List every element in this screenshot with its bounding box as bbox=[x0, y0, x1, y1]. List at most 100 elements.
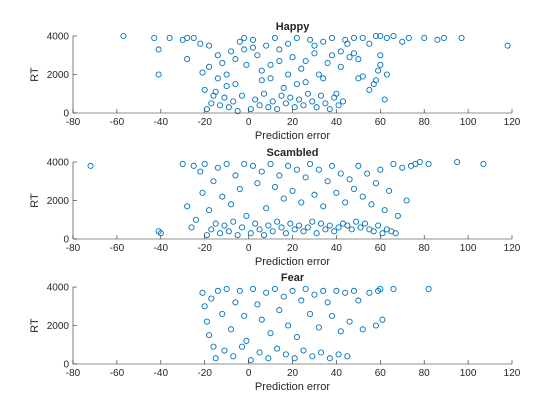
data-point bbox=[328, 34, 336, 41]
data-point bbox=[287, 220, 294, 227]
data-point bbox=[221, 94, 228, 101]
y-axis-label: RT bbox=[29, 67, 41, 82]
data-point bbox=[184, 56, 191, 63]
data-point bbox=[355, 56, 362, 63]
data-point bbox=[151, 34, 158, 41]
data-point bbox=[364, 170, 371, 177]
data-point bbox=[269, 228, 276, 235]
data-point bbox=[276, 57, 283, 65]
data-point bbox=[368, 201, 375, 208]
data-point bbox=[309, 353, 316, 360]
data-point bbox=[399, 38, 406, 45]
x-tick-label: 120 bbox=[504, 117, 521, 128]
data-point bbox=[353, 218, 360, 225]
data-point bbox=[219, 193, 226, 200]
data-point bbox=[258, 168, 265, 175]
data-point bbox=[265, 355, 272, 362]
data-point bbox=[302, 57, 309, 65]
x-tick-label: 100 bbox=[460, 117, 477, 128]
x-tick-label: 60 bbox=[375, 368, 387, 379]
x-axis-label: Prediction error bbox=[255, 256, 331, 268]
data-point bbox=[219, 59, 226, 67]
data-point bbox=[335, 351, 342, 358]
data-point bbox=[199, 289, 206, 296]
data-point bbox=[390, 285, 397, 292]
y-tick-label: 0 bbox=[63, 109, 69, 120]
data-point bbox=[425, 285, 432, 292]
data-point bbox=[210, 343, 217, 350]
x-tick-label: 120 bbox=[504, 368, 521, 379]
data-point bbox=[377, 32, 384, 40]
y-axis-label: RT bbox=[29, 318, 41, 333]
data-point bbox=[285, 162, 292, 169]
x-tick-label: 100 bbox=[460, 368, 477, 379]
data-point bbox=[221, 347, 228, 354]
panel-title: Scambled bbox=[267, 147, 319, 159]
data-point bbox=[184, 203, 191, 210]
data-point bbox=[370, 228, 377, 235]
data-point bbox=[263, 205, 270, 212]
data-point bbox=[298, 199, 305, 206]
x-axis-label: Prediction error bbox=[255, 381, 331, 393]
data-point bbox=[223, 160, 230, 167]
data-point bbox=[192, 216, 199, 223]
data-point bbox=[337, 63, 344, 70]
x-tick-label: -20 bbox=[197, 368, 212, 379]
y-axis-label: RT bbox=[29, 193, 41, 208]
data-point bbox=[337, 170, 344, 177]
data-point bbox=[328, 52, 336, 59]
data-point bbox=[238, 343, 246, 350]
data-point bbox=[197, 168, 204, 175]
data-point bbox=[320, 203, 327, 210]
data-point bbox=[454, 158, 461, 166]
data-point bbox=[421, 34, 428, 41]
data-point bbox=[212, 88, 219, 95]
data-point bbox=[300, 228, 307, 235]
data-point bbox=[434, 36, 441, 43]
data-point bbox=[344, 222, 351, 229]
data-point bbox=[309, 98, 316, 105]
data-point bbox=[337, 328, 344, 335]
x-tick-label: 20 bbox=[287, 243, 299, 254]
data-point bbox=[280, 293, 287, 300]
data-point bbox=[296, 96, 303, 103]
data-point bbox=[254, 301, 261, 308]
x-tick-label: -20 bbox=[197, 117, 212, 128]
data-point bbox=[361, 220, 368, 227]
data-point bbox=[256, 349, 263, 356]
data-point bbox=[282, 100, 289, 107]
data-point bbox=[337, 48, 344, 55]
data-point bbox=[289, 187, 296, 194]
data-point bbox=[219, 310, 226, 318]
data-point bbox=[425, 160, 432, 167]
data-point bbox=[375, 222, 382, 229]
data-point bbox=[403, 197, 410, 204]
data-point bbox=[232, 56, 239, 63]
data-point bbox=[372, 322, 379, 329]
data-point bbox=[236, 38, 243, 45]
data-point bbox=[249, 44, 257, 51]
data-point bbox=[280, 84, 287, 92]
data-point bbox=[313, 230, 320, 237]
data-point bbox=[230, 98, 237, 105]
data-point bbox=[322, 100, 329, 107]
data-point bbox=[289, 287, 296, 294]
x-tick-label: -40 bbox=[154, 368, 169, 379]
data-point bbox=[298, 297, 305, 304]
data-point bbox=[285, 40, 292, 47]
data-point bbox=[359, 326, 366, 333]
data-point bbox=[247, 230, 254, 237]
data-point bbox=[203, 106, 210, 113]
data-point bbox=[293, 81, 300, 88]
data-point bbox=[372, 180, 379, 187]
data-point bbox=[320, 75, 327, 82]
data-point bbox=[333, 189, 340, 196]
x-tick-label: 100 bbox=[460, 243, 477, 254]
panel-title: Fear bbox=[281, 272, 305, 284]
data-point bbox=[328, 162, 336, 169]
panel-title: Happy bbox=[276, 21, 311, 33]
data-point bbox=[344, 353, 351, 360]
y-tick-label: 0 bbox=[63, 360, 69, 371]
data-point bbox=[243, 337, 250, 344]
data-point bbox=[377, 166, 384, 173]
